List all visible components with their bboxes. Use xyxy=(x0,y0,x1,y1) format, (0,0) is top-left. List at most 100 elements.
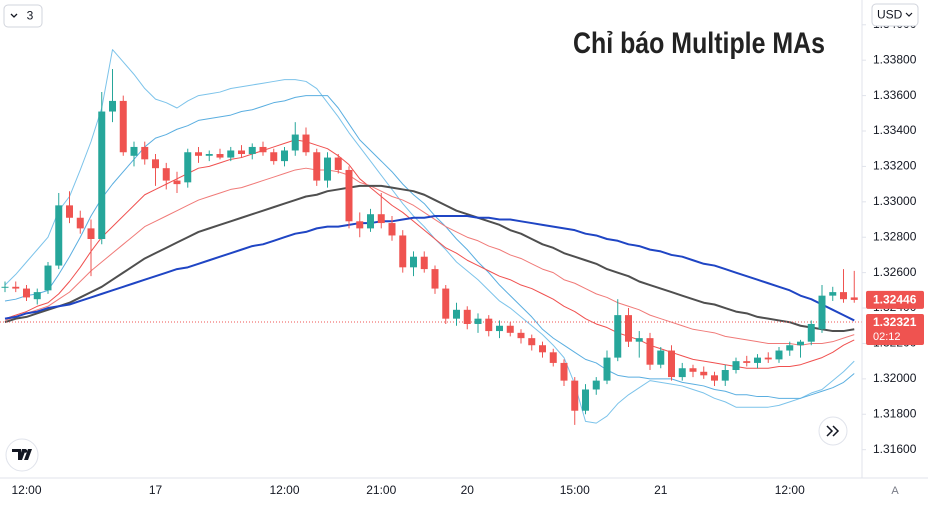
candle-body xyxy=(549,352,557,363)
y-tick-label: 1.33600 xyxy=(873,88,917,102)
candle-body xyxy=(754,357,761,363)
candle-body xyxy=(410,256,417,268)
y-tick-label: 1.33800 xyxy=(873,52,917,66)
last-price-badge xyxy=(866,290,924,309)
currency-label[interactable]: USD xyxy=(877,8,903,22)
candle-body xyxy=(453,309,460,319)
candle-body xyxy=(291,134,299,151)
candle-body xyxy=(313,152,321,181)
candle-body xyxy=(238,150,245,155)
candle-body xyxy=(711,375,718,381)
candle-body xyxy=(850,297,858,300)
candle-body xyxy=(657,350,665,365)
scroll-button[interactable] xyxy=(818,416,848,446)
chart-title: Chỉ báo Multiple MAs xyxy=(573,27,825,60)
y-tick-label: 1.31800 xyxy=(873,406,917,420)
scale-mode-button[interactable]: A xyxy=(891,485,899,497)
candle-body xyxy=(399,235,407,268)
marker-price-badge xyxy=(866,314,924,346)
countdown-label: 02:12 xyxy=(873,331,901,343)
candle-body xyxy=(141,146,149,160)
candle-body xyxy=(775,350,783,360)
moving-average-line xyxy=(4,139,855,369)
y-tick-label: 1.33200 xyxy=(873,159,917,173)
candle-body xyxy=(807,323,815,342)
marker-price-label: 1.32321 xyxy=(873,315,917,329)
x-tick-label: 20 xyxy=(461,483,475,497)
x-tick-label: 12:00 xyxy=(11,483,41,497)
candle-body xyxy=(678,368,686,378)
candle-body xyxy=(55,205,63,266)
candle-body xyxy=(721,370,729,381)
candle-body xyxy=(76,217,84,229)
y-tick-label: 1.32000 xyxy=(873,371,917,385)
dropdown-frame[interactable] xyxy=(871,3,919,27)
x-tick-label: 12:00 xyxy=(269,483,299,497)
y-tick-label: 1.33000 xyxy=(873,194,917,208)
button-frame[interactable] xyxy=(3,4,43,28)
interval-button[interactable]: 3 xyxy=(3,4,43,28)
candle-body xyxy=(582,389,589,411)
candle-body xyxy=(635,338,643,342)
candle-body xyxy=(87,228,95,239)
candle-body xyxy=(485,318,493,332)
moving-average-line xyxy=(4,214,855,322)
scale-mode-label[interactable]: A xyxy=(891,485,899,497)
candle-body xyxy=(23,288,30,298)
candle-body xyxy=(184,152,192,183)
moving-average-line xyxy=(4,184,855,333)
chevron-icon xyxy=(905,12,913,17)
candle-body xyxy=(345,169,353,222)
candle-body xyxy=(334,157,342,170)
candle-body xyxy=(227,150,235,158)
x-tick-label: 21:00 xyxy=(366,483,396,497)
candle-body xyxy=(130,146,138,156)
y-tick-label: 1.32600 xyxy=(873,265,917,279)
candle-body xyxy=(66,205,73,218)
candle-body xyxy=(442,288,450,319)
candle-body xyxy=(668,350,675,378)
candle-body xyxy=(829,292,837,296)
candle-body xyxy=(173,180,181,185)
candle-body xyxy=(12,286,20,289)
candle-body xyxy=(420,256,428,270)
candle-body xyxy=(377,214,385,224)
currency-dropdown[interactable]: USD xyxy=(871,3,919,27)
candle-body xyxy=(797,341,804,346)
candle-body xyxy=(216,154,224,158)
candle-body xyxy=(367,214,374,229)
tradingview-logo[interactable] xyxy=(5,438,39,472)
candle-body xyxy=(506,325,514,333)
candle-body xyxy=(109,100,116,112)
candle-body xyxy=(259,146,267,153)
candle-body xyxy=(463,309,471,324)
candle-body xyxy=(571,380,579,411)
candle-body xyxy=(152,159,159,169)
candle-body xyxy=(560,362,568,381)
moving-average-line xyxy=(4,49,855,424)
interval-label[interactable]: 3 xyxy=(27,9,34,23)
candle-body xyxy=(764,357,772,360)
candle-body xyxy=(689,368,697,372)
candle-body xyxy=(700,371,708,376)
candle-body xyxy=(356,221,364,229)
axes: 1.316001.318001.320001.322001.324001.326… xyxy=(11,17,924,497)
candle-body xyxy=(162,168,170,181)
candle-body xyxy=(1,286,9,288)
candle-body xyxy=(119,100,127,153)
moving-average-line xyxy=(4,95,855,399)
candle-body xyxy=(205,154,213,156)
logo-dot xyxy=(23,449,28,453)
candle-body xyxy=(431,269,439,289)
candle-body xyxy=(281,150,288,162)
candle-body xyxy=(388,223,396,236)
candle-body xyxy=(248,146,256,155)
candle-body xyxy=(324,157,331,181)
candle-body xyxy=(646,338,654,365)
y-tick-label: 1.33400 xyxy=(873,123,917,137)
candle-body xyxy=(603,357,611,381)
plot-area xyxy=(0,49,862,425)
candle-body xyxy=(625,315,632,342)
